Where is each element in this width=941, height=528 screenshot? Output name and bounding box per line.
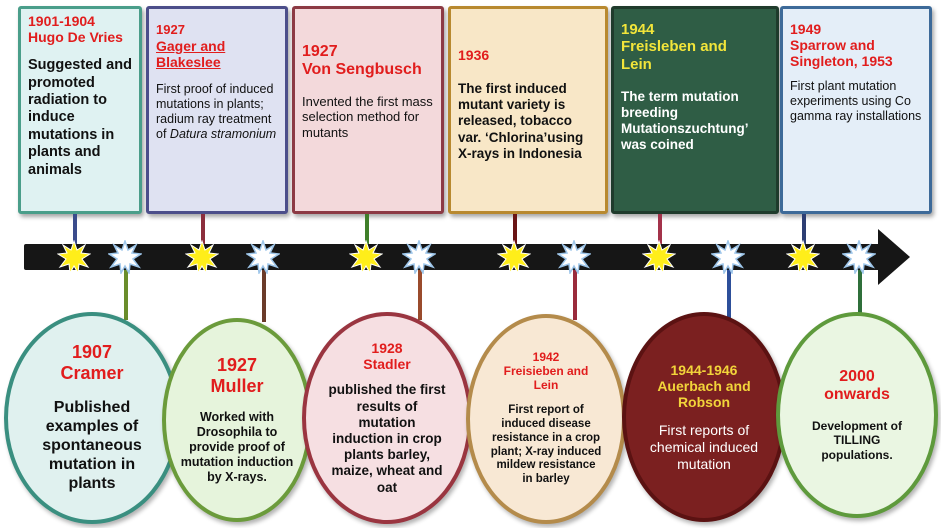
event-box-1949: 1949 Sparrow and Singleton, 1953 First p… [780, 6, 932, 214]
event-description: Published examples of spontaneous mutati… [42, 398, 142, 493]
event-year: 2000 [839, 368, 875, 386]
yellow-burst-icon [185, 240, 219, 274]
event-box-1944-freisleben: 1944 Freisleben and Lein The term mutati… [611, 6, 779, 214]
event-description-text: First proof of induced mutations in plan… [156, 82, 274, 142]
event-name: Hugo De Vries [28, 29, 123, 46]
connector-line [727, 262, 731, 318]
event-oval-1928: 1928 Stadler published the first results… [302, 312, 472, 524]
event-description: Suggested and promoted radiation to indu… [28, 57, 132, 178]
event-box-1901: 1901-1904 Hugo De Vries Suggested and pr… [18, 6, 142, 214]
event-year: 1936 [458, 47, 490, 63]
event-name: Stadler [363, 356, 411, 373]
event-name: Cramer [60, 363, 124, 384]
event-year: 1927 [156, 22, 185, 37]
event-year: 1944 [621, 21, 655, 38]
yellow-burst-icon [349, 240, 383, 274]
yellow-burst-icon [642, 240, 676, 274]
event-name: Von Sengbusch [302, 61, 422, 79]
connector-line [858, 262, 862, 316]
event-box-1927-sengbusch: 1927 Von Sengbusch Invented the first ma… [292, 6, 444, 214]
event-description: First proof of induced mutations in plan… [156, 82, 278, 142]
connector-line [802, 214, 806, 252]
event-description: published the first results of mutation … [328, 382, 446, 495]
event-description: Worked with Drosophila to provide proof … [180, 410, 294, 485]
timeline-arrowhead [878, 229, 910, 285]
event-description: The term mutation breeding Mutationszuch… [621, 88, 748, 153]
event-box-1927-gager: 1927 Gager and Blakeslee First proof of … [146, 6, 288, 214]
connector-line [201, 214, 205, 252]
event-year: 1927 [302, 43, 338, 60]
event-year: 1901-1904 [28, 13, 95, 29]
event-year: 1949 [790, 21, 822, 37]
event-oval-2000: 2000 onwards Development of TILLING popu… [776, 312, 938, 518]
connector-line [262, 262, 266, 322]
event-name: Sparrow and Singleton, 1953 [790, 37, 893, 70]
event-description: First report of induced disease resistan… [490, 404, 602, 486]
event-name: Gager and Blakeslee [156, 37, 226, 71]
event-description: The first induced mutant variety is rele… [458, 81, 584, 161]
event-box-1936: 1936 The first induced mutant variety is… [448, 6, 608, 214]
event-oval-1942: 1942 Freisieben and Lein First report of… [466, 314, 626, 524]
event-description: First plant mutation experiments using C… [790, 79, 922, 124]
connector-line [513, 214, 517, 252]
event-oval-1907: 1907 Cramer Published examples of sponta… [4, 312, 180, 524]
timeline-arrow [24, 244, 884, 270]
white-burst-icon [842, 240, 876, 274]
event-description: First reports of chemical induced mutati… [649, 421, 759, 472]
event-name: Auerbach and Robson [657, 377, 751, 410]
event-description: Invented the first mass selection method… [302, 93, 433, 140]
yellow-burst-icon [57, 240, 91, 274]
white-burst-icon [246, 240, 280, 274]
species-name: Datura stramonium [169, 127, 277, 142]
event-oval-1927-muller: 1927 Muller Worked with Drosophila to pr… [162, 318, 312, 522]
event-name: Freisieben and Lein [503, 363, 589, 392]
event-name: onwards [824, 386, 890, 404]
event-year: 1928 [371, 340, 403, 357]
event-year: 1927 [216, 354, 258, 375]
connector-line [573, 262, 577, 320]
white-burst-icon [108, 240, 142, 274]
event-description: Development of TILLING populations. [811, 418, 902, 462]
connector-line [73, 214, 77, 252]
white-burst-icon [557, 240, 591, 274]
connector-line [658, 214, 662, 252]
event-oval-1944-1946: 1944-1946 Auerbach and Robson First repo… [622, 312, 786, 522]
event-name: Freisleben and Lein [621, 38, 727, 73]
event-year: 1942 [532, 349, 560, 364]
event-year: 1944-1946 [670, 361, 738, 378]
event-year: 1907 [71, 342, 113, 363]
yellow-burst-icon [786, 240, 820, 274]
connector-line [365, 214, 369, 252]
white-burst-icon [711, 240, 745, 274]
connector-line [418, 262, 422, 320]
yellow-burst-icon [497, 240, 531, 274]
white-burst-icon [402, 240, 436, 274]
event-name: Muller [210, 375, 264, 396]
connector-line [124, 262, 128, 320]
